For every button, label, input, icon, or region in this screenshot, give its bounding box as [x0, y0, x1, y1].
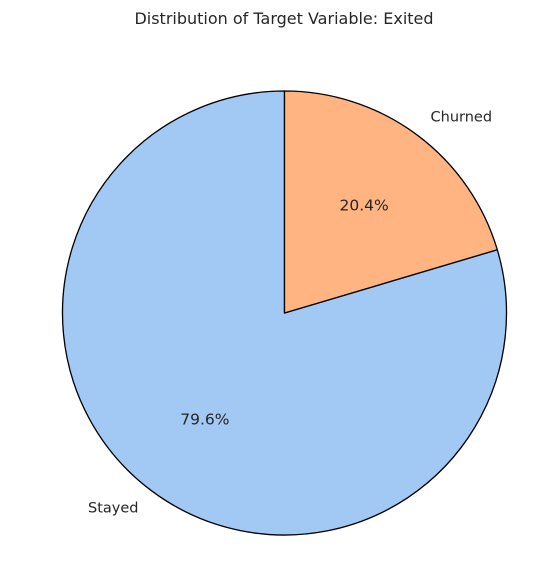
slice-label-stayed: Stayed [88, 501, 138, 517]
chart-title: Distribution of Target Variable: Exited [134, 9, 433, 28]
pie-slice-stayed [61, 90, 508, 536]
percent-label-churned: 20.4% [339, 197, 388, 215]
slice-label-churned: Churned [431, 109, 493, 125]
pie-slices [61, 90, 508, 536]
pie-labels: Stayed 79.6% Churned 20.4% [88, 109, 492, 516]
pie-slice-churned [283, 90, 498, 314]
percent-label-stayed: 79.6% [180, 410, 229, 428]
